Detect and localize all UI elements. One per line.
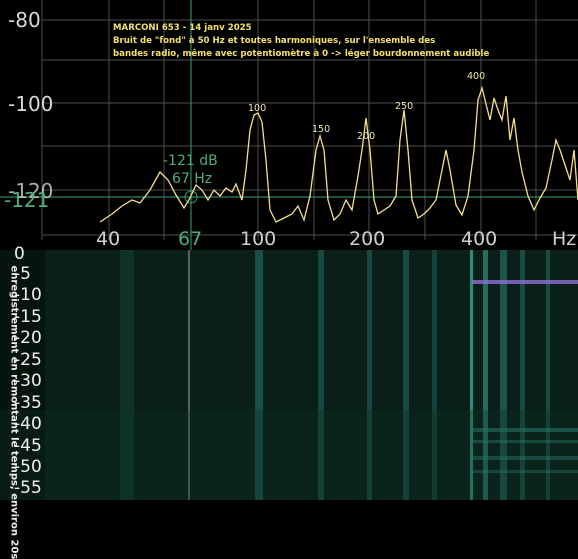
y-label-cursor-value: -121	[4, 188, 50, 212]
time-label-minus5: -5	[14, 264, 31, 284]
time-label-minus30: -30	[14, 371, 42, 391]
time-label-minus40: -40	[14, 414, 42, 434]
x-label-40: 40	[96, 228, 121, 250]
time-label-minus35: -35	[14, 393, 42, 413]
y-label-minus80: -80	[8, 8, 41, 32]
time-label-minus25: -25	[14, 350, 42, 370]
y-label-minus120: -120	[8, 179, 54, 203]
time-label-minus20: -20	[14, 328, 42, 348]
peak-label-200: 200	[357, 131, 376, 142]
time-label-minus45: -45	[14, 436, 42, 456]
x-label-100: 100	[240, 228, 277, 250]
annotation-line-2: Bruit de "fond" à 50 Hz et toutes harmon…	[113, 36, 436, 46]
x-label-200: 200	[349, 228, 386, 250]
peak-label-100: 100	[248, 103, 267, 114]
annotation-line-3: bandes radio, même avec potentiomètre à …	[113, 49, 490, 59]
time-label-minus15: -15	[14, 307, 42, 327]
x-label-67: 67	[178, 228, 203, 250]
waterfall-streaks	[0, 250, 578, 500]
time-label-0: 0	[14, 244, 25, 264]
spectrum-trace	[99, 85, 578, 223]
time-label-minus50: -50	[14, 457, 42, 477]
peak-label-400: 400	[467, 71, 486, 82]
peak-label-250: 250	[395, 101, 414, 112]
x-label-unit: Hz	[552, 228, 577, 250]
x-label-400: 400	[461, 228, 498, 250]
y-label-minus100: -100	[8, 92, 54, 116]
spectrum-panel	[0, 0, 578, 250]
time-label-minus10: -10	[14, 285, 42, 305]
waterfall-panel	[0, 250, 578, 500]
time-label-minus55: -55	[14, 478, 42, 498]
spectrum-grid	[41, 0, 578, 240]
annotation: MARCONI 653 - 14 janv 2025 Bruit de "fon…	[113, 22, 489, 61]
frequency-cursor[interactable]	[0, 0, 578, 250]
cursor-freq-readout: 67 Hz	[172, 171, 213, 187]
cursor-db-readout: -121 dB	[163, 153, 218, 169]
waterfall-side-caption: enregistrement en remontant le temps, en…	[8, 265, 20, 559]
annotation-line-1: MARCONI 653 - 14 janv 2025	[113, 23, 252, 33]
peak-label-150: 150	[312, 124, 331, 135]
